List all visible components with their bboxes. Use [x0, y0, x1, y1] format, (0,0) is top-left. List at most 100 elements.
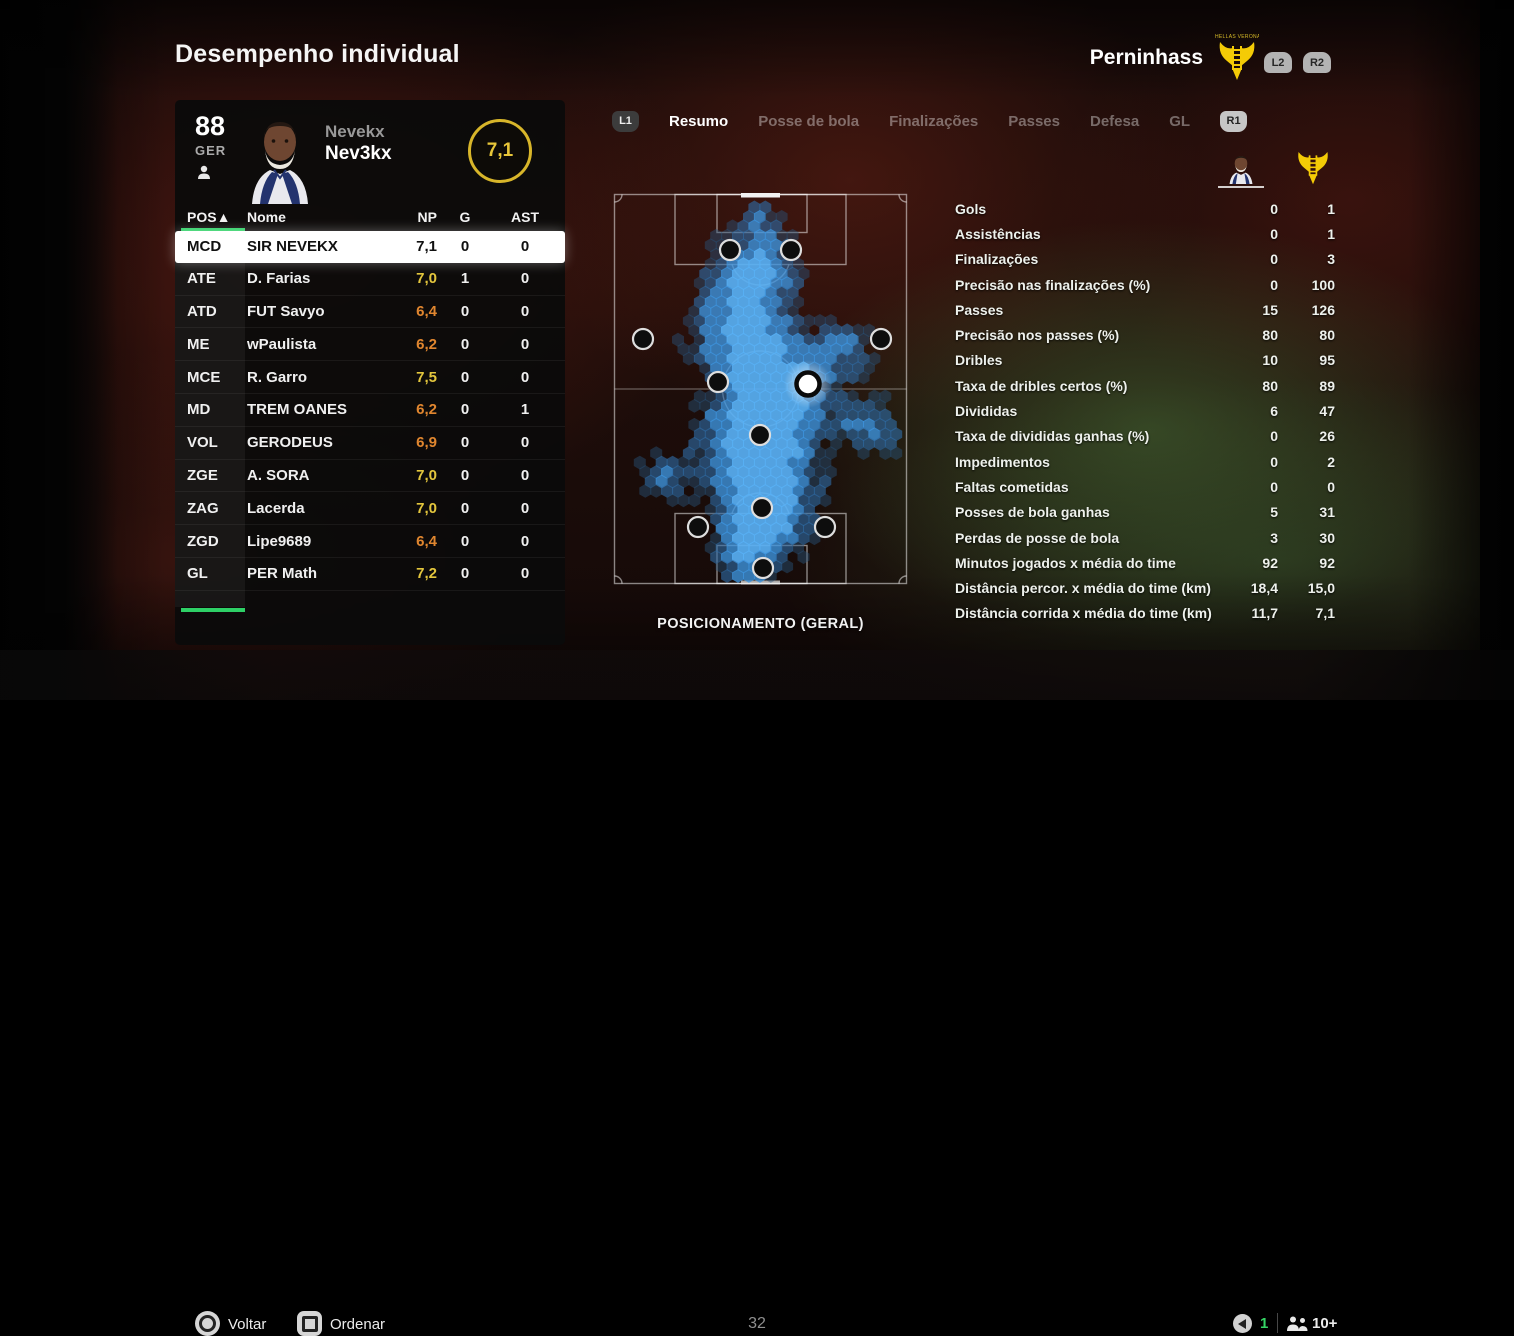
roster-row[interactable]: MCD SIR NEVEKX 7,1 0 0	[175, 231, 565, 263]
stat-row: Minutos jogados x média do time 92 92	[955, 550, 1335, 575]
roster-goals: 0	[460, 302, 470, 320]
tab-gl[interactable]: GL	[1169, 112, 1191, 130]
team-name: Perninhass	[1089, 46, 1203, 69]
roster-row[interactable]: GL PER Math 7,2 0 0	[175, 558, 565, 591]
stat-label: Distância percor. x média do time (km)	[955, 580, 1211, 597]
tab-defesa[interactable]: Defesa	[1089, 112, 1140, 130]
l2-button[interactable]: L2	[1264, 52, 1292, 73]
r1-button[interactable]: R1	[1220, 110, 1248, 132]
stat-player-value: 0	[1270, 428, 1278, 445]
person-icon	[196, 164, 212, 185]
roster-header-assists[interactable]: AST	[511, 209, 539, 225]
stat-player-value: 80	[1262, 377, 1278, 394]
roster-assists: 0	[520, 238, 530, 256]
stat-player-value: 80	[1262, 327, 1278, 344]
pitch-svg	[613, 193, 908, 585]
roster-row[interactable]: ZGE A. SORA 7,0 0 0	[175, 460, 565, 493]
positioning-pitch	[613, 193, 908, 585]
player-column-icon	[1226, 152, 1256, 184]
stat-label: Distância corrida x média do time (km)	[955, 605, 1212, 622]
roster-np: 6,4	[416, 302, 437, 320]
player-card: 88 GER Nevekx Nev3kx 7,1	[175, 100, 565, 204]
stat-team-value: 100	[1311, 276, 1335, 293]
pitch-heatmap	[633, 200, 903, 583]
roster-row[interactable]: ATE D. Farias 7,0 1 0	[175, 263, 565, 296]
roster-np: 6,2	[416, 401, 437, 419]
pitch-caption: POSICIONAMENTO (GERAL)	[657, 616, 864, 632]
roster-name: FUT Savyo	[247, 302, 325, 320]
footer-divider	[1277, 1313, 1278, 1333]
roster-np: 6,9	[416, 434, 437, 452]
stat-label: Divididas	[955, 403, 1018, 420]
roster-header-name[interactable]: Nome	[247, 209, 286, 225]
tab-finaliza-es[interactable]: Finalizações	[889, 112, 979, 130]
roster-row[interactable]: ATD FUT Savyo 6,4 0 0	[175, 296, 565, 329]
stat-label: Taxa de divididas ganhas (%)	[955, 428, 1150, 445]
stat-label: Precisão nos passes (%)	[955, 327, 1120, 344]
tabs-bar: L1 Resumo Posse de bola Finalizações Passes…	[612, 106, 1248, 136]
stat-player-value: 11,7	[1251, 605, 1278, 622]
stat-player-value: 5	[1270, 504, 1278, 521]
roster-np: 7,2	[416, 565, 437, 583]
player-dot	[813, 515, 837, 539]
roster-header-pos[interactable]: POS▲	[187, 209, 231, 225]
pos-column-band	[175, 231, 245, 607]
team-badge-caption: HELLAS VERONA FC	[1215, 34, 1259, 40]
l1-button[interactable]: L1	[612, 110, 639, 132]
roster-row[interactable]: MD TREM OANES 6,2 0 1	[175, 394, 565, 427]
tab-passes[interactable]: Passes	[1008, 112, 1060, 130]
r2-button[interactable]: R2	[1303, 52, 1331, 73]
roster-pos: MCD	[187, 238, 222, 256]
stat-row: Taxa de divididas ganhas (%) 0 26	[955, 424, 1335, 449]
roster-goals: 0	[460, 401, 470, 419]
stat-player-value: 0	[1270, 200, 1278, 217]
stat-label: Minutos jogados x média do time	[955, 554, 1176, 571]
roster-row[interactable]: ZAG Lacerda 7,0 0 0	[175, 492, 565, 526]
players-online-count: 10+	[1312, 1315, 1338, 1332]
stat-player-value: 10	[1262, 352, 1278, 369]
roster-pos: GL	[187, 565, 208, 583]
stat-label: Perdas de posse de bola	[955, 529, 1120, 546]
roster-assists: 0	[520, 270, 530, 288]
player-dot	[706, 370, 730, 394]
stat-team-value: 47	[1319, 403, 1335, 420]
stat-team-value: 89	[1319, 377, 1335, 394]
roster-row[interactable]: ZGD Lipe9689 6,4 0 0	[175, 525, 565, 558]
roster-np: 7,0	[416, 499, 437, 517]
stat-team-value: 80	[1319, 327, 1335, 344]
roster-row[interactable]: MCE R. Garro 7,5 0 0	[175, 361, 565, 394]
sort-arrow-icon: ▲	[216, 209, 231, 225]
roster-assists: 0	[520, 335, 530, 353]
stats-header	[955, 150, 1335, 196]
roster-header-np[interactable]: NP	[417, 209, 437, 225]
stat-player-value: 92	[1262, 554, 1278, 571]
roster-header-goals[interactable]: G	[459, 209, 471, 225]
team-badge-icon: HELLAS VERONA FC	[1215, 34, 1259, 84]
stat-row: Perdas de posse de bola 3 30	[955, 525, 1335, 550]
roster-goals: 0	[460, 335, 470, 353]
player-portrait	[235, 108, 325, 204]
stat-team-value: 3	[1327, 251, 1335, 268]
stat-team-value: 1	[1327, 225, 1335, 242]
roster-row[interactable]: ME wPaulista 6,2 0 0	[175, 328, 565, 362]
roster-np: 6,2	[416, 335, 437, 353]
stat-row: Distância percor. x média do time (km) 1…	[955, 575, 1335, 600]
roster-pos: VOL	[187, 434, 218, 452]
stat-label: Gols	[955, 200, 987, 217]
roster-row[interactable]: VOL GERODEUS 6,9 0 0	[175, 427, 565, 460]
player-dot	[750, 496, 774, 520]
tab-posse-de-bola[interactable]: Posse de bola	[758, 112, 860, 130]
stat-team-value: 7,1	[1315, 605, 1335, 622]
player-gamertag: Nevekx	[325, 122, 385, 141]
sort-column-indicator	[181, 228, 245, 231]
tab-resumo[interactable]: Resumo	[669, 112, 729, 130]
stat-row: Posses de bola ganhas 5 31	[955, 500, 1335, 525]
stat-label: Impedimentos	[955, 453, 1050, 470]
stat-player-value: 6	[1270, 403, 1278, 420]
stat-label: Finalizações	[955, 251, 1039, 268]
roster-np: 7,0	[416, 466, 437, 484]
stat-label: Assistências	[955, 225, 1041, 242]
stat-row: Dribles 10 95	[955, 348, 1335, 373]
player-dot	[779, 238, 803, 262]
roster-name: A. SORA	[247, 466, 310, 484]
